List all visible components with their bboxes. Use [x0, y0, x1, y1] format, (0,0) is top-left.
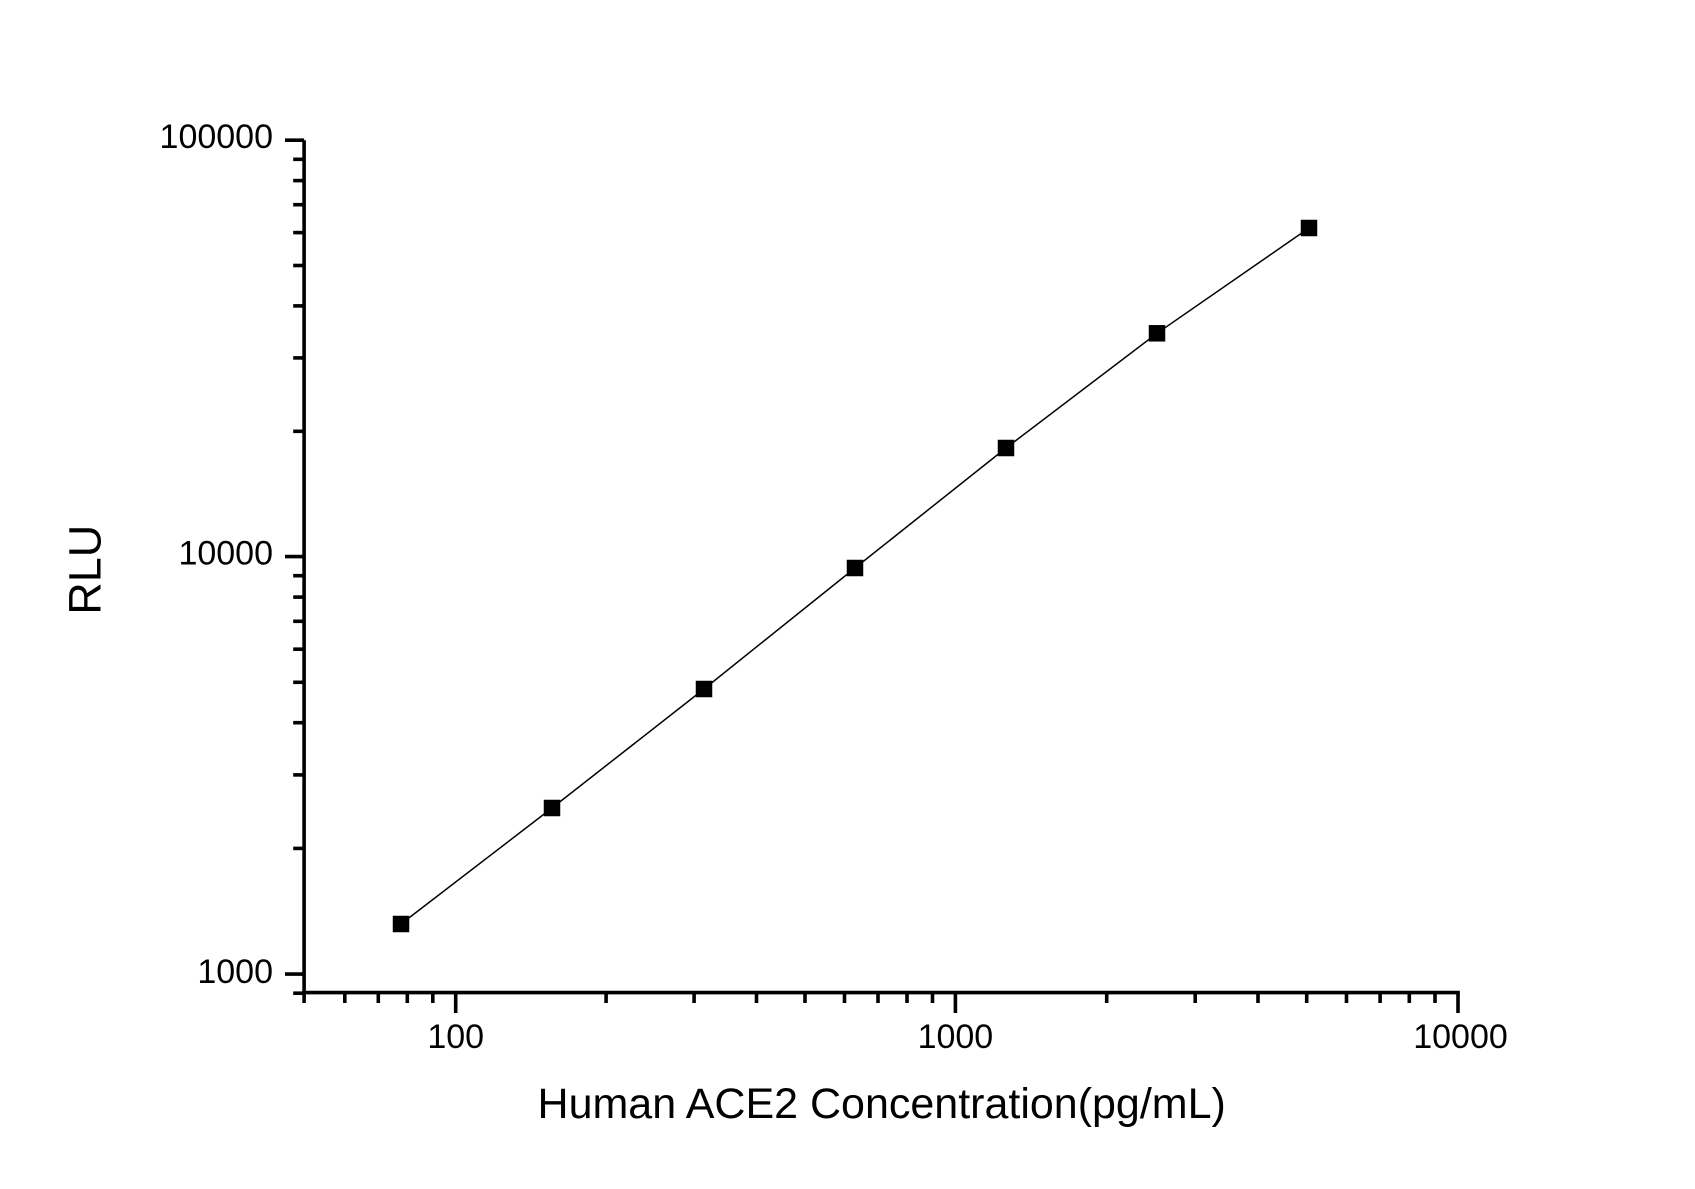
- svg-text:RLU: RLU: [60, 525, 111, 615]
- svg-text:10000: 10000: [178, 535, 273, 573]
- svg-text:1000: 1000: [197, 953, 273, 991]
- svg-text:Human ACE2 Concentration(pg/mL: Human ACE2 Concentration(pg/mL): [538, 1080, 1226, 1128]
- svg-text:100000: 100000: [160, 118, 273, 156]
- svg-text:100: 100: [427, 1018, 484, 1056]
- svg-text:10000: 10000: [1413, 1018, 1508, 1056]
- svg-text:1000: 1000: [918, 1018, 994, 1056]
